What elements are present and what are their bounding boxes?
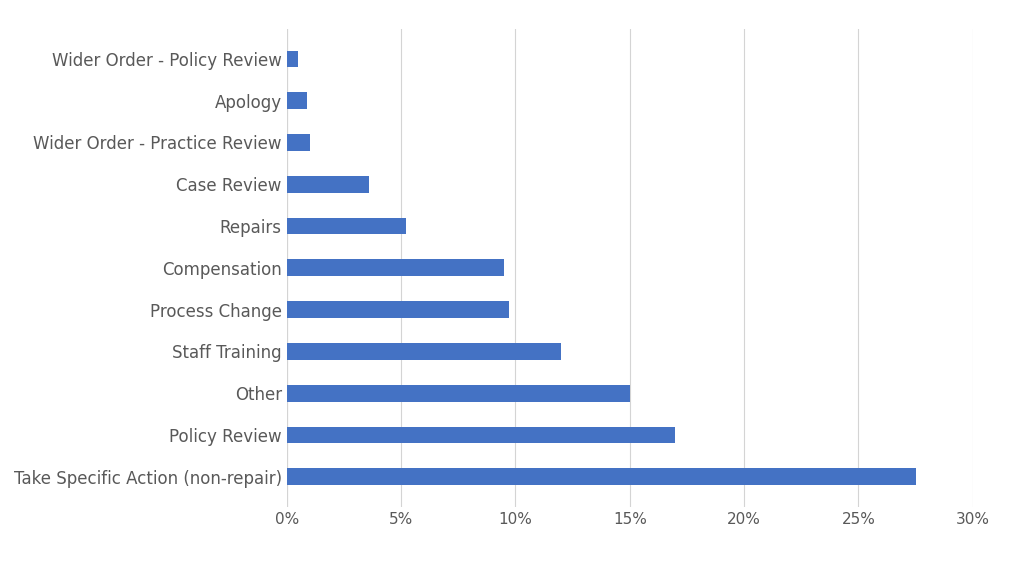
Bar xyxy=(287,259,504,276)
Bar xyxy=(287,385,630,401)
Bar xyxy=(287,343,561,360)
Bar xyxy=(287,134,309,151)
Bar xyxy=(287,92,307,109)
Bar xyxy=(287,218,406,234)
Bar xyxy=(287,427,676,444)
Bar xyxy=(287,176,369,192)
Bar xyxy=(287,51,298,67)
Bar xyxy=(287,468,915,485)
Bar xyxy=(287,301,509,318)
